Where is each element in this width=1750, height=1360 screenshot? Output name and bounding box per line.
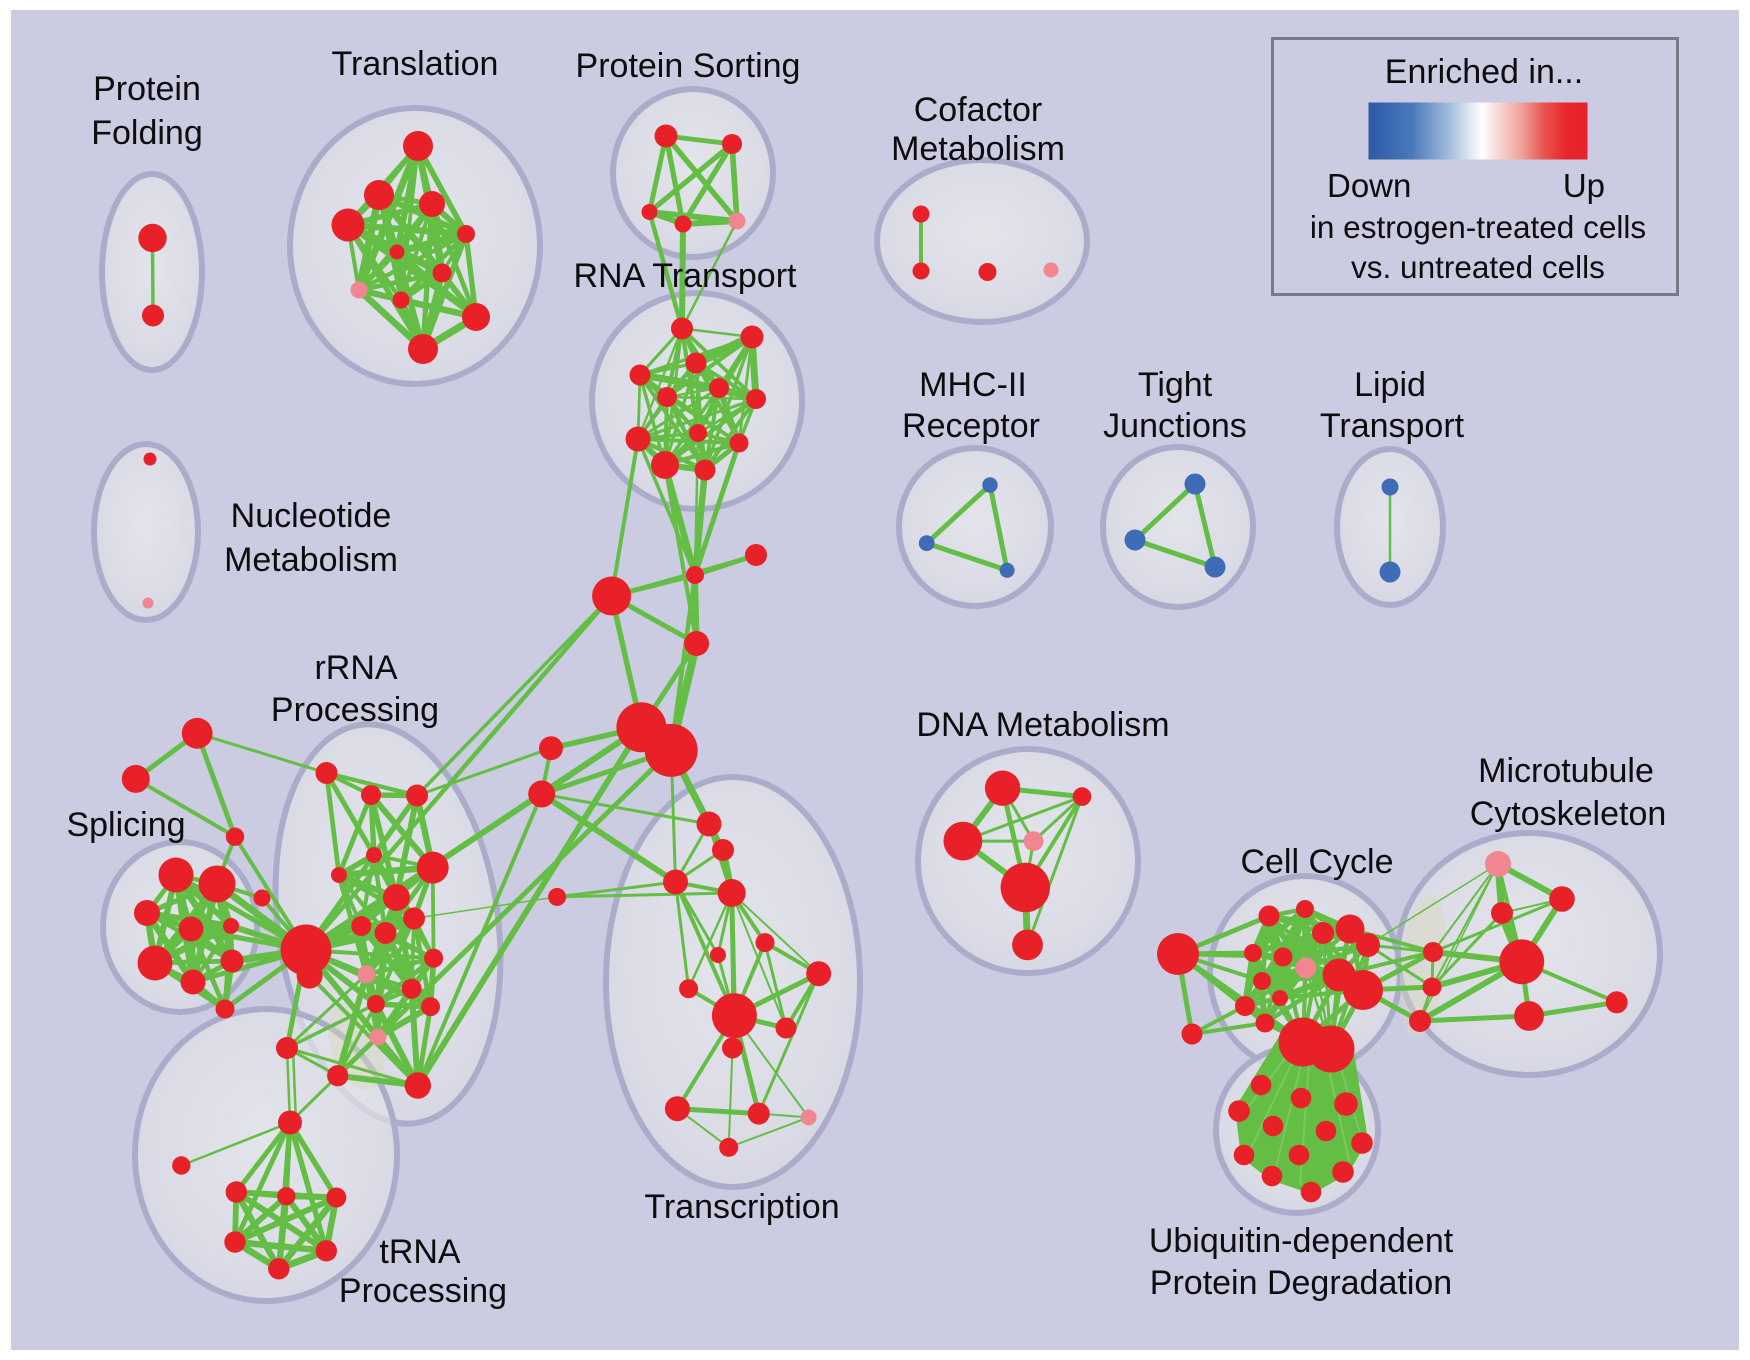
svg-text:Transport: Transport — [1320, 407, 1465, 445]
svg-text:Processing: Processing — [339, 1272, 507, 1310]
svg-text:Ubiquitin-dependent: Ubiquitin-dependent — [1149, 1222, 1454, 1260]
svg-text:Folding: Folding — [91, 114, 203, 152]
svg-text:Cofactor: Cofactor — [914, 91, 1043, 129]
svg-text:Metabolism: Metabolism — [224, 541, 398, 579]
svg-text:Metabolism: Metabolism — [891, 130, 1065, 168]
svg-text:Tight: Tight — [1138, 366, 1213, 404]
svg-text:Protein: Protein — [93, 70, 201, 108]
svg-text:RNA Transport: RNA Transport — [574, 257, 798, 295]
svg-text:MHC-II: MHC-II — [919, 366, 1027, 404]
svg-text:Protein Degradation: Protein Degradation — [1150, 1264, 1452, 1302]
svg-text:Cell Cycle: Cell Cycle — [1240, 843, 1393, 881]
svg-text:Splicing: Splicing — [66, 806, 185, 844]
svg-text:Nucleotide: Nucleotide — [231, 497, 392, 535]
svg-text:Protein Sorting: Protein Sorting — [576, 47, 801, 85]
svg-text:Microtubule: Microtubule — [1478, 752, 1654, 790]
svg-text:rRNA: rRNA — [314, 649, 397, 687]
svg-text:Transcription: Transcription — [644, 1188, 839, 1226]
svg-text:Translation: Translation — [332, 45, 499, 83]
svg-text:Lipid: Lipid — [1354, 366, 1426, 404]
svg-text:Cytoskeleton: Cytoskeleton — [1470, 795, 1667, 833]
svg-text:DNA Metabolism: DNA Metabolism — [916, 706, 1169, 744]
svg-text:Enriched in...: Enriched in... — [1385, 53, 1583, 91]
svg-text:Processing: Processing — [271, 691, 439, 729]
svg-text:Receptor: Receptor — [902, 407, 1040, 445]
svg-text:Up: Up — [1563, 167, 1605, 204]
svg-text:tRNA: tRNA — [379, 1233, 461, 1271]
svg-text:Down: Down — [1327, 167, 1411, 204]
svg-text:vs. untreated cells: vs. untreated cells — [1351, 249, 1605, 285]
svg-text:Junctions: Junctions — [1103, 407, 1247, 445]
svg-text:in estrogen-treated cells: in estrogen-treated cells — [1310, 209, 1646, 245]
